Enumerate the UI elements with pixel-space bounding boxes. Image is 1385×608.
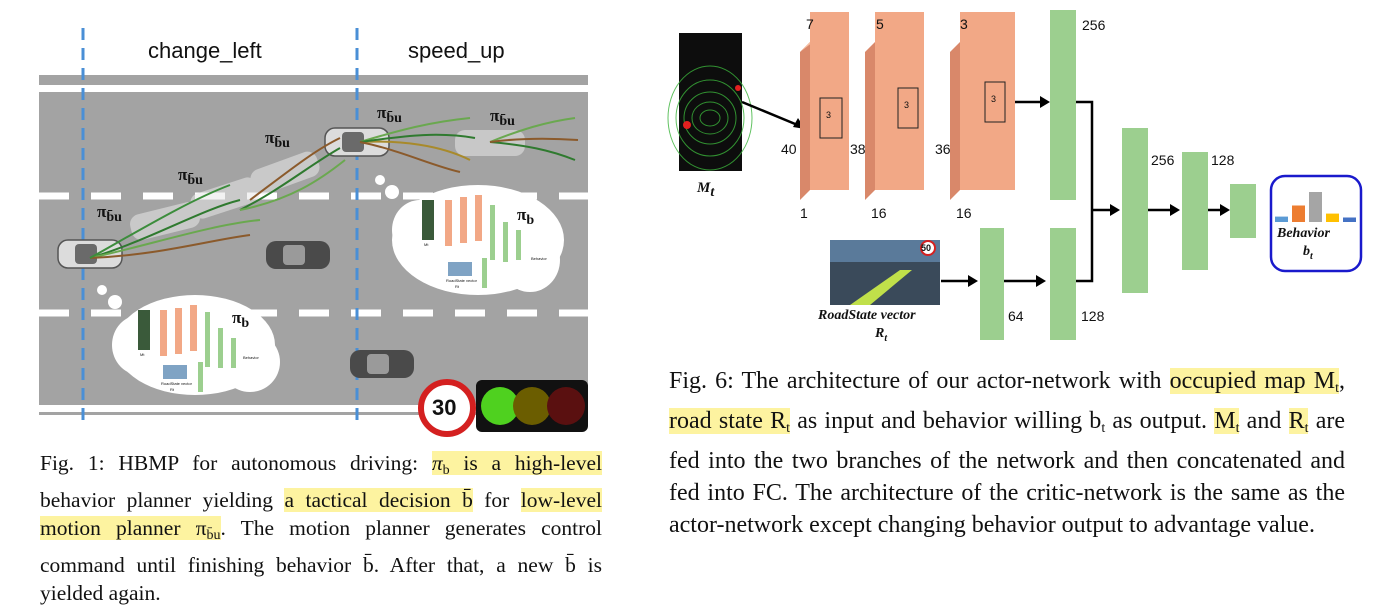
fig6-diagram (667, 10, 1363, 340)
fc-128-size: 128 (1211, 152, 1235, 168)
conv2-dim: 38 (850, 141, 866, 157)
policy-label-high-right: πb (517, 205, 535, 228)
conv3-channels: 3 (960, 16, 968, 32)
policy-label-low-2: πb̄u (178, 165, 203, 188)
conv-layer-3 (950, 12, 1015, 200)
behavior-bar (1326, 213, 1339, 222)
policy-label-low-5: πb̄u (490, 106, 515, 129)
conv-layer-1 (800, 12, 849, 200)
fc-road-128-size: 128 (1081, 308, 1105, 324)
fig1-illustration (39, 28, 588, 437)
thumb-output-label-left: Behavior (243, 355, 259, 360)
thumb-road-label-right: RoadState vector (446, 278, 477, 283)
kernel-1: 3 (826, 110, 832, 120)
behavior-output-box (1269, 174, 1363, 273)
behavior-bar (1343, 217, 1356, 222)
road-sign-value: 50 (921, 243, 932, 253)
policy-label-high-left: πb (232, 308, 250, 331)
fig1-caption: Fig. 1: HBMP for autonomous driving: πb … (40, 451, 602, 605)
thumb-road-sub-left: Rt (170, 387, 174, 392)
conv1-dim: 40 (781, 141, 797, 157)
thumb-input-label-left: Mt (140, 352, 145, 357)
conv2-channels: 5 (876, 16, 884, 32)
thumb-input-label-right: Mt (424, 242, 429, 247)
speed-limit-value: 30 (432, 395, 457, 420)
trajectories (89, 117, 579, 259)
thought-bubble-left (97, 285, 280, 395)
thumb-road-sub-right: Rt (455, 284, 459, 289)
policy-label-low-1: πb̄u (97, 202, 122, 225)
conv2-depth: 16 (871, 205, 887, 221)
kernel-2: 3 (904, 100, 910, 110)
section-label-change-left: change_left (148, 38, 262, 63)
fc-layer-128 (1182, 152, 1208, 270)
behavior-bars (1275, 192, 1356, 222)
fc-layer-256-top (1050, 10, 1076, 200)
input-map-label: Mt (697, 180, 715, 200)
thumb-road-label-left: RoadState vector (161, 381, 192, 386)
policy-label-low-3: πb̄u (265, 128, 290, 151)
behavior-sub: bt (1303, 244, 1313, 262)
ego-car-mid (324, 127, 390, 157)
section-label-speed-up: speed_up (408, 38, 505, 63)
ego-car-start (57, 239, 123, 269)
conv3-depth: 16 (956, 205, 972, 221)
conv1-depth: 1 (800, 205, 808, 221)
behavior-bar (1275, 216, 1288, 222)
fc-road-64-size: 64 (1008, 308, 1024, 324)
fc-layer-256-concat (1122, 128, 1148, 293)
road-edge-bottom (39, 405, 588, 412)
road-state-label: RoadState vector (818, 308, 916, 323)
traffic-light (476, 380, 588, 432)
fc-layer-64 (980, 228, 1004, 340)
behavior-bar (1292, 205, 1305, 222)
road-edge-top (39, 85, 588, 92)
kernel-3: 3 (991, 94, 997, 104)
speed-limit-sign (418, 379, 476, 437)
road-state-sub: Rt (875, 326, 888, 344)
fc-layer-output (1230, 184, 1256, 238)
fc-layer-128-road (1050, 228, 1076, 340)
arrow-map-conv (741, 100, 801, 128)
fc-concat-size: 256 (1151, 152, 1175, 168)
conv3-dim: 36 (935, 141, 951, 157)
fc-top-size: 256 (1082, 17, 1106, 33)
policy-label-low-4: πb̄u (377, 103, 402, 126)
thought-bubble-right (375, 175, 564, 295)
behavior-label: Behavior (1277, 226, 1330, 241)
fig6-caption: Fig. 6: The architecture of our actor-ne… (669, 368, 1346, 538)
conv1-channels: 7 (806, 16, 814, 32)
conv-layer-2 (865, 12, 924, 200)
behavior-bar (1309, 192, 1322, 222)
other-car-2 (350, 350, 414, 378)
other-car-1 (266, 241, 330, 269)
thumb-output-label-right: Behavior (531, 256, 547, 261)
